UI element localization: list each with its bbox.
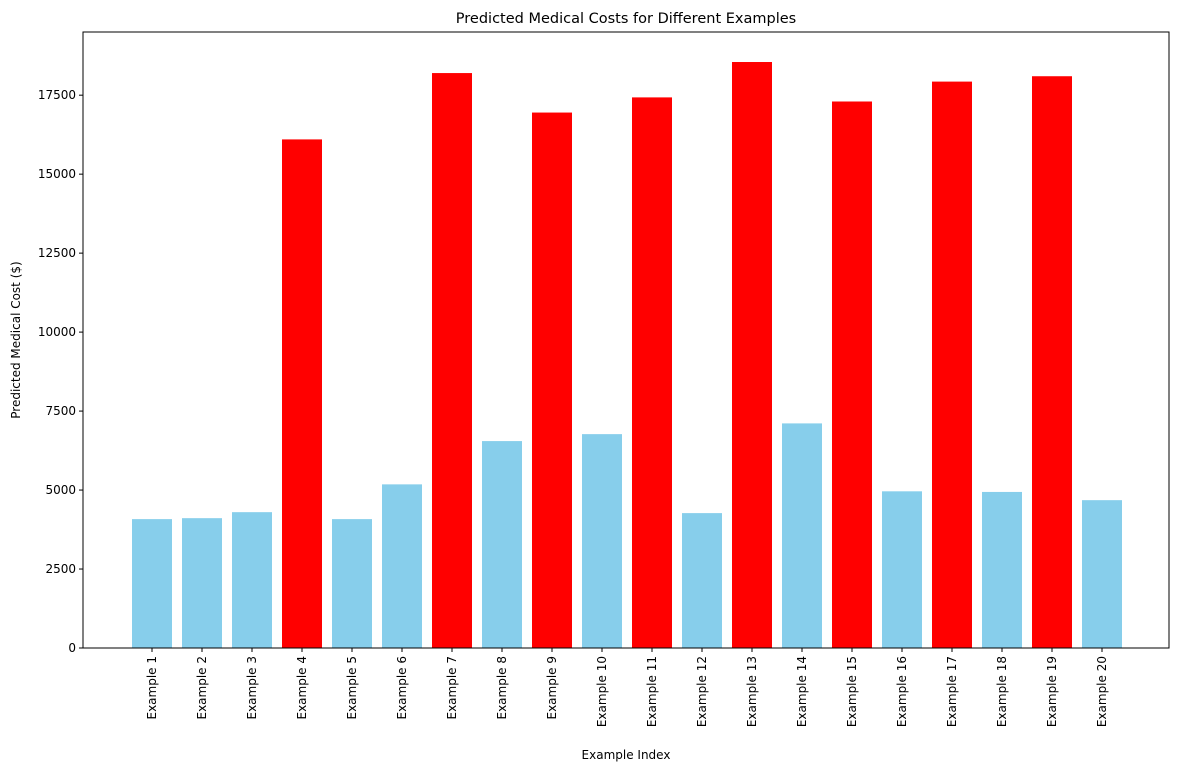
- x-tick-label-6: Example 6: [395, 656, 409, 720]
- y-tick-label-5: 12500: [38, 246, 76, 260]
- bar-16: [882, 491, 922, 648]
- y-tick-label-0: 0: [68, 641, 76, 655]
- chart-title: Predicted Medical Costs for Different Ex…: [456, 11, 796, 27]
- y-tick-label-3: 7500: [45, 404, 76, 418]
- bar-7: [432, 73, 472, 649]
- bar-6: [382, 484, 422, 648]
- x-tick-label-10: Example 10: [595, 656, 609, 727]
- bar-2: [182, 518, 222, 648]
- bar-8: [482, 441, 522, 648]
- x-tick-label-20: Example 20: [1095, 656, 1109, 727]
- bar-14: [782, 423, 822, 648]
- x-axis: Example 1 Example 2 Example 3 Example 4 Exam…: [145, 648, 1109, 727]
- bar-17: [932, 81, 972, 649]
- x-tick-label-7: Example 7: [445, 656, 459, 720]
- bar-5: [332, 519, 372, 648]
- x-tick-label-13: Example 13: [745, 656, 759, 727]
- y-tick-label-6: 15000: [38, 167, 76, 181]
- bar-12: [682, 513, 722, 648]
- bar-20: [1082, 500, 1122, 648]
- y-tick-label-1: 2500: [45, 562, 76, 576]
- bar-18: [982, 491, 1022, 648]
- x-tick-label-3: Example 3: [245, 656, 259, 720]
- bar-4: [282, 139, 322, 648]
- x-tick-label-11: Example 11: [645, 656, 659, 727]
- x-tick-label-15: Example 15: [845, 656, 859, 727]
- bars-group: [132, 62, 1122, 649]
- bar-19: [1032, 76, 1072, 648]
- y-tick-label-2: 5000: [45, 483, 76, 497]
- bar-9: [532, 112, 572, 649]
- x-tick-label-9: Example 9: [545, 656, 559, 720]
- bar-15: [832, 101, 872, 648]
- x-tick-label-8: Example 8: [495, 656, 509, 720]
- x-tick-label-19: Example 19: [1045, 656, 1059, 727]
- plot-frame: [82, 31, 1170, 649]
- x-tick-label-12: Example 12: [695, 656, 709, 727]
- y-tick-label-4: 10000: [38, 325, 76, 339]
- x-tick-label-4: Example 4: [295, 656, 309, 720]
- x-tick-label-16: Example 16: [895, 656, 909, 727]
- bar-13: [732, 62, 772, 649]
- y-axis: 0 2500 5000 7500 10000 12500 15000 17500: [38, 88, 83, 655]
- x-tick-label-18: Example 18: [995, 656, 1009, 727]
- x-axis-label: Example Index: [582, 748, 671, 762]
- bar-11: [632, 97, 672, 649]
- x-tick-label-17: Example 17: [945, 656, 959, 727]
- bar-10: [582, 434, 622, 648]
- x-tick-label-5: Example 5: [345, 656, 359, 720]
- bar-1: [132, 519, 172, 648]
- y-axis-label: Predicted Medical Cost ($): [9, 261, 23, 418]
- x-tick-label-2: Example 2: [195, 656, 209, 720]
- y-tick-label-7: 17500: [38, 88, 76, 102]
- bar-3: [232, 512, 272, 648]
- x-tick-label-1: Example 1: [145, 656, 159, 720]
- x-tick-label-14: Example 14: [795, 656, 809, 727]
